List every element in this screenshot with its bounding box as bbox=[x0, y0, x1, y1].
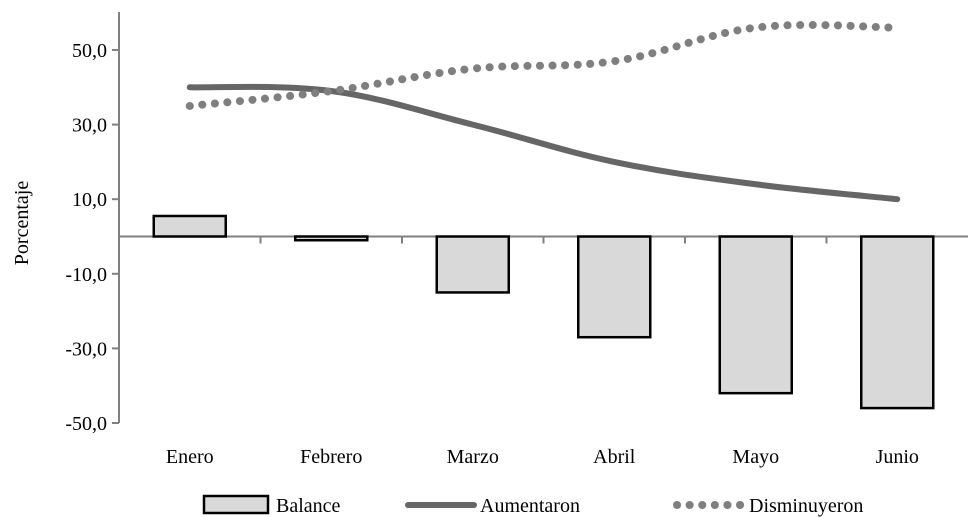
y-tick-label: 10,0 bbox=[72, 189, 107, 211]
bar-series-balance bbox=[154, 216, 934, 408]
bar-balance bbox=[720, 237, 792, 394]
x-category-label: Abril bbox=[593, 446, 636, 468]
y-tick-label: 30,0 bbox=[72, 115, 107, 137]
legend-label-balance: Balance bbox=[276, 495, 341, 517]
x-category-label: Junio bbox=[876, 446, 919, 468]
y-tick-label: -10,0 bbox=[65, 264, 107, 286]
legend: Balance Aumentaron Disminuyeron bbox=[204, 495, 863, 517]
x-axis: Enero Febrero Marzo Abril Mayo Junio bbox=[119, 237, 968, 469]
x-category-label: Enero bbox=[166, 446, 214, 468]
line-series bbox=[190, 25, 898, 199]
y-axis-title: Porcentaje bbox=[11, 181, 33, 266]
legend-label-aumentaron: Aumentaron bbox=[480, 495, 580, 517]
x-category-label: Mayo bbox=[732, 446, 779, 468]
y-tick-label: -30,0 bbox=[65, 338, 107, 360]
y-tick-label: -50,0 bbox=[65, 413, 107, 435]
bar-balance bbox=[437, 237, 509, 293]
y-axis: 50,0 30,0 10,0 -10,0 -30,0 -50,0 bbox=[65, 12, 119, 435]
bar-balance bbox=[295, 237, 367, 241]
x-category-label: Febrero bbox=[300, 446, 362, 468]
line-aumentaron bbox=[190, 87, 898, 199]
legend-label-disminuyeron: Disminuyeron bbox=[749, 495, 863, 517]
bar-balance bbox=[861, 237, 933, 409]
bar-balance bbox=[578, 237, 650, 338]
x-category-label: Marzo bbox=[447, 446, 499, 468]
bar-balance bbox=[154, 216, 226, 237]
y-tick-label: 50,0 bbox=[72, 40, 107, 62]
legend-swatch-balance bbox=[204, 496, 268, 513]
line-disminuyeron bbox=[190, 25, 898, 106]
